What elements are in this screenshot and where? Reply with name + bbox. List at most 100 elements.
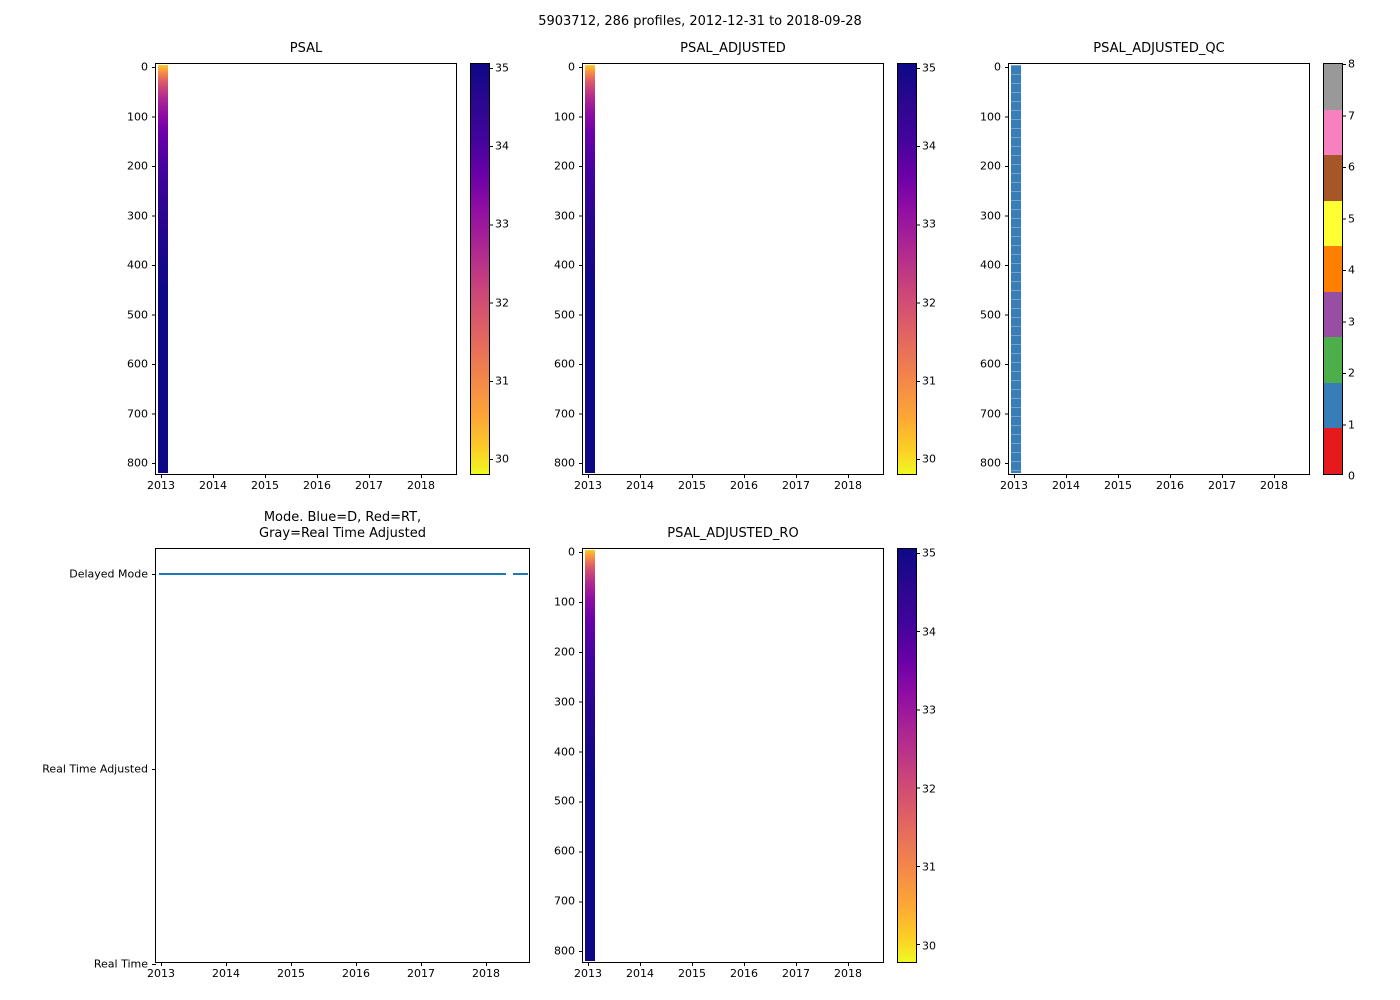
- mode-title-line2: Gray=Real Time Adjusted: [259, 525, 426, 541]
- y-tick-label: 0: [141, 60, 148, 74]
- y-tick-label: 400: [554, 258, 575, 272]
- y-tick-label: 500: [127, 308, 148, 322]
- qc-color-7: [1324, 109, 1342, 156]
- y-tick-label: 200: [554, 159, 575, 173]
- x-tick-label: 2017: [407, 967, 435, 980]
- colorbar-tick-label: 32: [922, 296, 936, 310]
- y-tick-label: 0: [568, 545, 575, 559]
- colorbar-tick-label: 35: [495, 61, 509, 75]
- mode-delayed-line-end-segment: [513, 573, 528, 575]
- y-tick-label: 300: [554, 695, 575, 709]
- colorbar-tick-label: 0: [1348, 469, 1355, 483]
- x-tick-label: 2018: [834, 967, 862, 980]
- y-tick-label: 300: [980, 209, 1001, 223]
- colorbar-tick-label: 7: [1348, 109, 1355, 123]
- x-tick-label: 2018: [472, 967, 500, 980]
- x-tick-label: 2013: [574, 967, 602, 980]
- y-tick-label: 700: [127, 407, 148, 421]
- y-tick-label: 0: [994, 60, 1001, 74]
- colorbar-tick-label: 33: [495, 217, 509, 231]
- mode-title: Mode. Blue=D, Red=RT, Gray=Real Time Adj…: [259, 510, 426, 543]
- x-tick-label: 2018: [1260, 479, 1288, 492]
- y-tick-label: 200: [554, 645, 575, 659]
- qc-color-6: [1324, 155, 1342, 201]
- ro-colorbar-tickmarks: [916, 552, 920, 949]
- x-tick-label: 2015: [678, 967, 706, 980]
- psal-adjusted-data-band: [585, 65, 595, 473]
- x-tick-label: 2014: [1052, 479, 1080, 492]
- psal-title: PSAL: [289, 40, 323, 56]
- colorbar-tick-label: 30: [495, 452, 509, 466]
- qc-color-5: [1324, 200, 1342, 247]
- psal-adjusted-ro-colorbar: 35 34 33 32 31 30: [897, 548, 936, 963]
- y-tick-label: 600: [980, 357, 1001, 371]
- y-tick-label: 200: [127, 159, 148, 173]
- x-tick-label: 2016: [730, 479, 758, 492]
- colorbar-tick-label: 35: [922, 546, 936, 560]
- mode-delayed-line: [159, 573, 506, 575]
- colorbar-tick-label: 8: [1348, 57, 1355, 71]
- qc-color-4: [1324, 246, 1342, 292]
- x-tick-label: 2014: [199, 479, 227, 492]
- colorbar-tick-label: 32: [495, 296, 509, 310]
- psal-adjusted-y-tickmarks: [579, 66, 583, 465]
- y-tick-label: 500: [554, 308, 575, 322]
- x-tick-label: 2015: [277, 967, 305, 980]
- psal-y-tickmarks: [152, 66, 156, 465]
- colorbar-tick-label: 31: [922, 374, 936, 388]
- ro-x-tickmarks: [587, 962, 850, 966]
- colorbar-tick-label: 6: [1348, 160, 1355, 174]
- y-tick-label: 600: [554, 357, 575, 371]
- x-tick-label: 2017: [1208, 479, 1236, 492]
- psal-plot: PSAL 2013 2014 2015 2016 2017 2018 0 100…: [127, 41, 457, 491]
- y-tick-label: 800: [554, 944, 575, 958]
- qc-colorbar-tickmarks: [1342, 64, 1346, 476]
- colorbar-tick-label: 3: [1348, 315, 1355, 329]
- y-tick-label: 700: [554, 894, 575, 908]
- y-tick-label: 100: [980, 110, 1001, 124]
- psal-colorbar-tickmarks: [489, 67, 493, 461]
- qc-color-3: [1324, 291, 1342, 338]
- psal-adjusted-ro-title: PSAL_ADJUSTED_RO: [667, 525, 799, 541]
- mode-y-tickmarks: [152, 573, 156, 965]
- psal-adjusted-ro-data-band: [585, 550, 595, 961]
- colorbar-tick-label: 4: [1348, 263, 1355, 277]
- mode-ytick-delayed-mode: Delayed Mode: [69, 567, 148, 581]
- x-tick-label: 2018: [834, 479, 862, 492]
- x-tick-label: 2014: [626, 967, 654, 980]
- y-tick-label: 800: [127, 456, 148, 470]
- y-tick-label: 0: [568, 60, 575, 74]
- colorbar-tick-label: 2: [1348, 366, 1355, 380]
- x-tick-label: 2014: [212, 967, 240, 980]
- y-tick-label: 500: [554, 794, 575, 808]
- psal-adjusted-plot: PSAL_ADJUSTED 2013 2014 2015 2016 2017 2…: [554, 41, 884, 491]
- y-tick-label: 100: [554, 595, 575, 609]
- psal-x-tickmarks: [160, 474, 423, 478]
- colorbar-tick-label: 30: [922, 452, 936, 466]
- psal-adjusted-ro-plot: PSAL_ADJUSTED_RO 2013 2014 2015 2016 201…: [554, 526, 884, 979]
- mode-ytick-real-time-adjusted: Real Time Adjusted: [42, 762, 148, 776]
- y-tick-label: 800: [554, 456, 575, 470]
- x-tick-label: 2015: [678, 479, 706, 492]
- y-tick-label: 400: [554, 745, 575, 759]
- colorbar-tick-label: 31: [922, 860, 936, 874]
- psal-adjusted-colorbar: 35 34 33 32 31 30: [897, 63, 936, 475]
- y-tick-label: 500: [980, 308, 1001, 322]
- qc-x-tickmarks: [1013, 474, 1276, 478]
- colorbar-tick-label: 35: [922, 61, 936, 75]
- y-tick-label: 600: [127, 357, 148, 371]
- mode-plot: Mode. Blue=D, Red=RT, Gray=Real Time Adj…: [42, 510, 530, 979]
- psal-adjusted-title: PSAL_ADJUSTED: [680, 40, 786, 56]
- x-tick-label: 2017: [782, 479, 810, 492]
- y-tick-label: 200: [980, 159, 1001, 173]
- y-tick-label: 700: [980, 407, 1001, 421]
- psal-adjusted-qc-plot: PSAL_ADJUSTED_QC 2013 2014 2015 2016 201…: [980, 41, 1310, 491]
- y-tick-label: 300: [554, 209, 575, 223]
- x-tick-label: 2013: [574, 479, 602, 492]
- colorbar-tick-label: 34: [922, 625, 936, 639]
- psal-adjusted-colorbar-tickmarks: [916, 67, 920, 461]
- x-tick-label: 2016: [1156, 479, 1184, 492]
- x-tick-label: 2013: [147, 967, 175, 980]
- y-tick-label: 700: [554, 407, 575, 421]
